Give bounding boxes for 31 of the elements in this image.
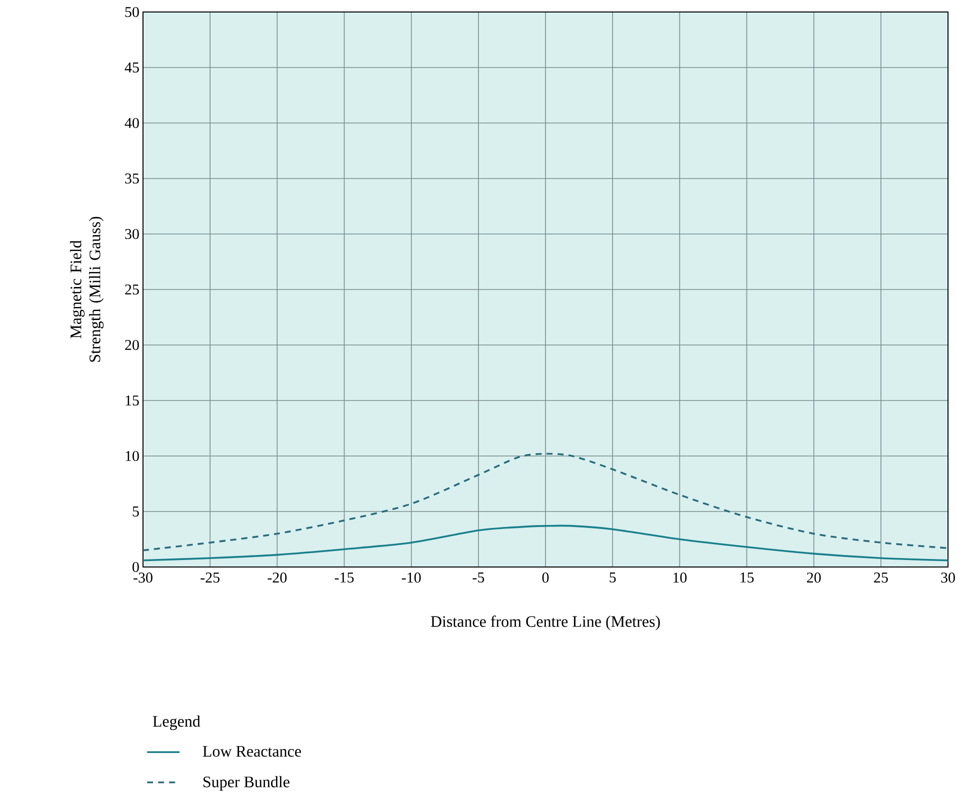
y-tick-label: 5 (132, 506, 139, 516)
legend-label: Super Bundle (204, 776, 290, 791)
x-tick-label: 30 (941, 572, 955, 583)
y-tick-label: 10 (126, 450, 139, 462)
y-tick-label: 0 (132, 562, 139, 572)
y-tick-label: 35 (125, 173, 139, 184)
legend-title: Legend (152, 715, 200, 730)
y-tick-label: 20 (125, 340, 139, 350)
y-tick-label: 15 (126, 395, 139, 406)
x-tick-label: 15 (740, 572, 754, 583)
line-series (143, 452, 948, 552)
y-tick-label: 40 (124, 118, 139, 128)
y-axis-title: Magnetic Field Strength (Milli Gauss) (70, 216, 104, 362)
x-tick-label: -30 (134, 572, 152, 583)
x-tick-label: -15 (334, 572, 354, 583)
x-tick-label: 0 (542, 572, 549, 583)
x-tick-label: -25 (200, 572, 220, 583)
x-axis-title: Distance from Centre Line (Metres) (430, 616, 660, 630)
line-series (143, 524, 948, 562)
y-tick-label: 45 (124, 62, 139, 73)
y-tick-label: 50 (125, 6, 139, 18)
x-tick-label: 5 (610, 572, 616, 582)
x-tick-label: -20 (268, 572, 287, 583)
x-tick-label: 20 (806, 572, 821, 583)
x-tick-label: -5 (472, 572, 484, 582)
y-tick-label: 25 (125, 284, 139, 295)
y-tick-label: 30 (125, 228, 139, 240)
x-tick-label: 10 (673, 572, 687, 583)
x-tick-label: 25 (874, 572, 888, 583)
x-tick-label: -10 (402, 572, 421, 583)
legend-label: Low Reactance (202, 746, 301, 757)
